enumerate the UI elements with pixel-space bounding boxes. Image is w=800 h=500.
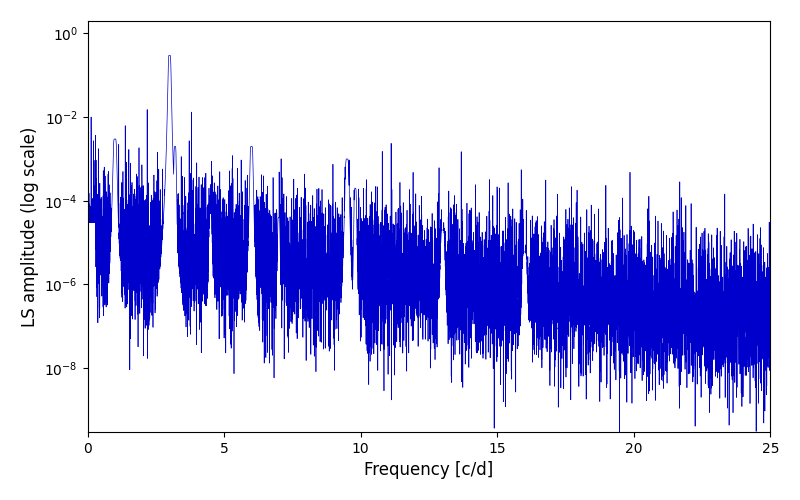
Y-axis label: LS amplitude (log scale): LS amplitude (log scale) bbox=[21, 126, 39, 326]
X-axis label: Frequency [c/d]: Frequency [c/d] bbox=[364, 461, 494, 479]
